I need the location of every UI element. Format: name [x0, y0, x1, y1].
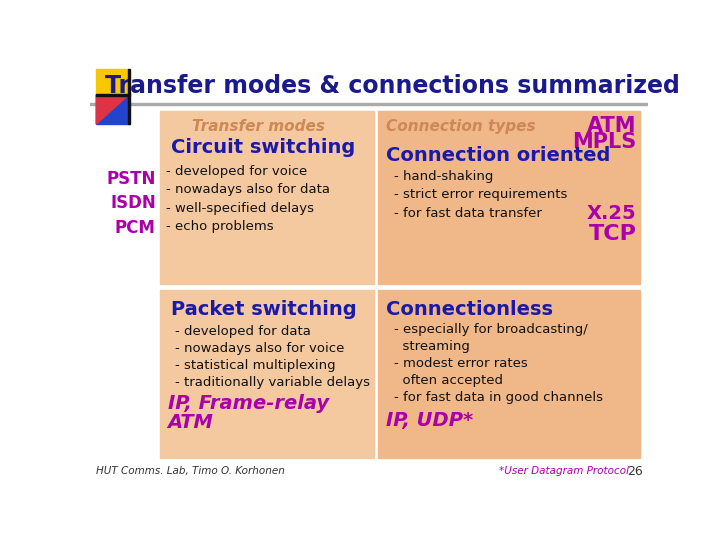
Text: - echo problems: - echo problems — [166, 220, 274, 233]
Text: - for fast data in good channels: - for fast data in good channels — [394, 391, 603, 404]
Text: - nowadays also for data: - nowadays also for data — [166, 183, 330, 196]
Polygon shape — [96, 95, 129, 124]
Text: - for fast data transfer: - for fast data transfer — [394, 207, 541, 220]
Text: - statistical multiplexing: - statistical multiplexing — [175, 359, 336, 372]
Bar — [96, 94, 130, 96]
Text: Packet switching: Packet switching — [171, 300, 357, 319]
Text: often accepted: often accepted — [394, 374, 503, 387]
Text: IP, Frame-relay: IP, Frame-relay — [168, 394, 328, 413]
Text: Connectionless: Connectionless — [386, 300, 553, 319]
Text: Transfer modes: Transfer modes — [192, 119, 325, 134]
Text: streaming: streaming — [394, 340, 469, 353]
Text: - nowadays also for voice: - nowadays also for voice — [175, 342, 345, 355]
Text: - hand-shaking: - hand-shaking — [394, 170, 493, 183]
Text: ATM: ATM — [587, 117, 636, 137]
Bar — [160, 289, 374, 457]
Text: Connection oriented: Connection oriented — [386, 146, 611, 165]
Text: Transfer modes & connections summarized: Transfer modes & connections summarized — [105, 73, 680, 98]
Text: - traditionally variable delays: - traditionally variable delays — [175, 375, 370, 389]
Text: - modest error rates: - modest error rates — [394, 357, 528, 370]
Text: - especially for broadcasting/: - especially for broadcasting/ — [394, 323, 588, 336]
Bar — [128, 69, 130, 124]
Bar — [160, 111, 374, 284]
Text: X.25: X.25 — [587, 204, 636, 223]
Bar — [90, 103, 648, 105]
Text: HUT Comms. Lab, Timo O. Korhonen: HUT Comms. Lab, Timo O. Korhonen — [96, 467, 285, 476]
Text: PCM: PCM — [115, 219, 156, 237]
Text: - well-specified delays: - well-specified delays — [166, 201, 314, 214]
Text: ATM: ATM — [168, 413, 213, 433]
Text: ISDN: ISDN — [110, 194, 156, 212]
Text: *User Datagram Protocol: *User Datagram Protocol — [499, 467, 629, 476]
Text: 26: 26 — [628, 465, 644, 478]
Text: Connection types: Connection types — [386, 119, 536, 134]
Bar — [96, 95, 129, 124]
Bar — [96, 69, 129, 95]
Text: MPLS: MPLS — [572, 132, 636, 152]
Text: IP, UDP*: IP, UDP* — [386, 411, 473, 430]
Text: PSTN: PSTN — [107, 170, 156, 188]
Text: - developed for voice: - developed for voice — [166, 165, 307, 178]
Bar — [378, 111, 640, 284]
Text: - strict error requirements: - strict error requirements — [394, 188, 567, 201]
Text: - developed for data: - developed for data — [175, 325, 311, 338]
Bar — [378, 289, 640, 457]
Text: Circuit switching: Circuit switching — [171, 138, 355, 158]
Text: TCP: TCP — [588, 224, 636, 244]
